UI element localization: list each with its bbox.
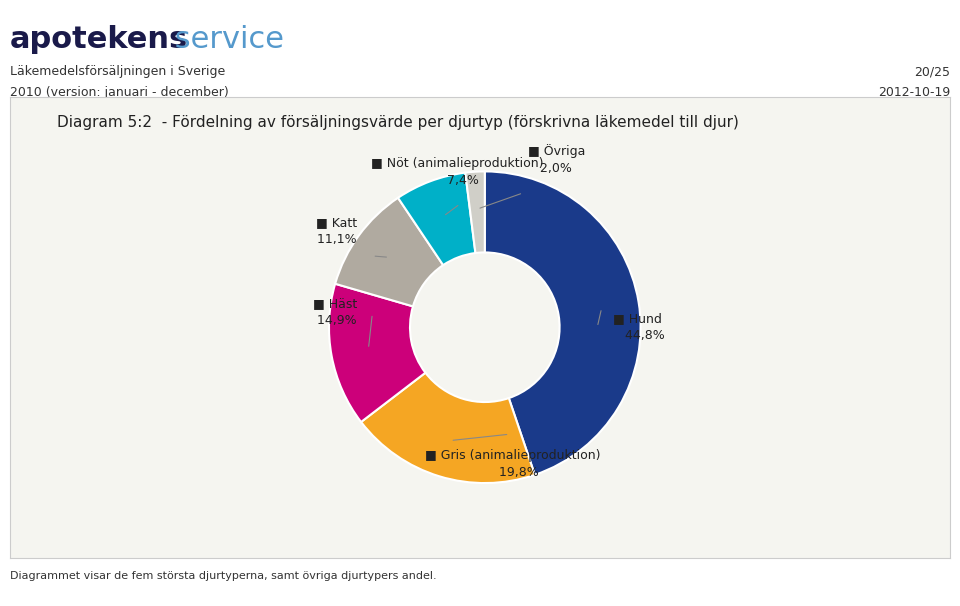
Text: Läkemedelsförsäljningen i Sverige: Läkemedelsförsäljningen i Sverige bbox=[10, 65, 225, 78]
Wedge shape bbox=[398, 173, 475, 265]
Text: Diagram 5:2  - Fördelning av försäljningsvärde per djurtyp (förskrivna läkemedel: Diagram 5:2 - Fördelning av försäljnings… bbox=[57, 115, 738, 130]
Text: ■ Häst
   14,9%: ■ Häst 14,9% bbox=[305, 297, 357, 327]
Text: ■ Katt
   11,1%: ■ Katt 11,1% bbox=[305, 216, 357, 246]
Text: ■ Gris (animalieproduktion)
   19,8%: ■ Gris (animalieproduktion) 19,8% bbox=[425, 449, 601, 479]
Text: 2010 (version: januari - december): 2010 (version: januari - december) bbox=[10, 87, 228, 99]
Text: Diagrammet visar de fem största djurtyperna, samt övriga djurtypers andel.: Diagrammet visar de fem största djurtype… bbox=[10, 571, 436, 581]
Text: 2012-10-19: 2012-10-19 bbox=[878, 87, 950, 99]
Text: 20/25: 20/25 bbox=[914, 65, 950, 78]
Text: apotekens: apotekens bbox=[10, 25, 188, 55]
Text: service: service bbox=[165, 25, 284, 55]
Wedge shape bbox=[361, 373, 535, 483]
Text: ■ Övriga
   2,0%: ■ Övriga 2,0% bbox=[528, 144, 586, 175]
Wedge shape bbox=[466, 171, 485, 253]
Text: ■ Hund
   44,8%: ■ Hund 44,8% bbox=[612, 312, 664, 342]
Wedge shape bbox=[485, 171, 640, 475]
Wedge shape bbox=[329, 284, 425, 422]
Text: ■ Nöt (animalieproduktion)
   7,4%: ■ Nöt (animalieproduktion) 7,4% bbox=[371, 157, 543, 187]
Wedge shape bbox=[335, 198, 444, 307]
